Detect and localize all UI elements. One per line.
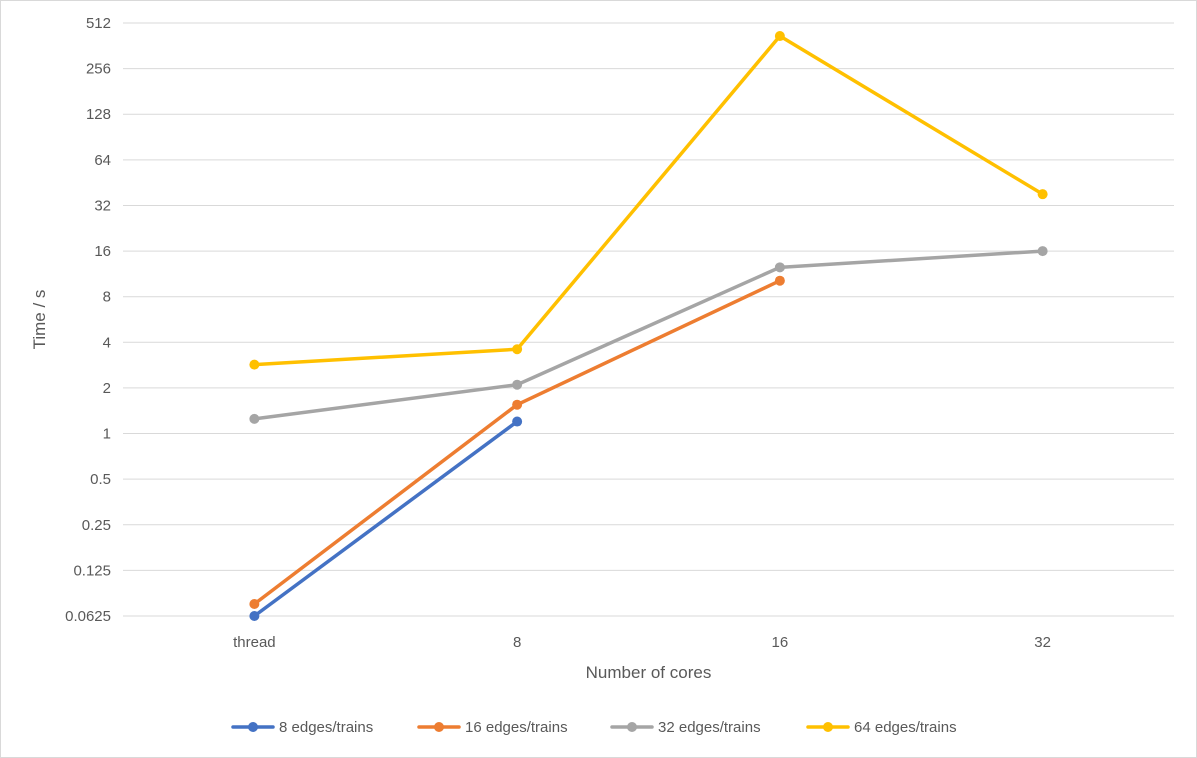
y-tick-label: 64: [94, 152, 111, 169]
x-tick-label: 16: [772, 634, 789, 651]
data-point: [774, 275, 785, 286]
data-point: [249, 359, 260, 370]
y-tick-label: 256: [86, 61, 111, 78]
series-line-1: [252, 419, 519, 618]
y-tick-label: 128: [86, 106, 111, 123]
y-tick-label: 0.25: [82, 517, 111, 534]
y-tick-label: 0.5: [90, 471, 111, 488]
y-tick-label: 512: [86, 15, 111, 32]
y-tick-label: 0.125: [73, 562, 111, 579]
legend-marker: [627, 722, 637, 732]
y-tick-label: 4: [103, 334, 111, 351]
x-axis-title: Number of cores: [586, 663, 712, 682]
legend-marker: [248, 722, 258, 732]
x-tick-label: 32: [1034, 634, 1051, 651]
series-line-3: [252, 249, 1045, 421]
legend-label: 32 edges/trains: [658, 719, 761, 736]
y-tick-label: 8: [103, 289, 111, 306]
y-tick-label: 0.0625: [65, 608, 111, 625]
data-point: [774, 262, 785, 273]
x-tick-label: thread: [233, 634, 276, 651]
data-point: [1037, 246, 1048, 257]
legend-label: 16 edges/trains: [465, 719, 568, 736]
y-tick-label: 32: [94, 197, 111, 214]
data-point: [512, 344, 523, 355]
legend-label: 64 edges/trains: [854, 719, 957, 736]
legend-marker: [823, 722, 833, 732]
data-point: [512, 379, 523, 390]
data-point: [512, 416, 523, 427]
data-point: [1037, 189, 1048, 200]
y-tick-label: 16: [94, 243, 111, 260]
y-axis-title: Time / s: [30, 290, 49, 350]
y-tick-label: 2: [103, 380, 111, 397]
x-tick-label: 8: [513, 634, 521, 651]
data-point: [249, 599, 260, 610]
y-tick-label: 1: [103, 426, 111, 443]
data-point: [512, 399, 523, 410]
series-line-4: [252, 34, 1045, 367]
legend-marker: [434, 722, 444, 732]
data-point: [774, 31, 785, 42]
data-point: [249, 611, 260, 621]
data-point: [249, 413, 260, 424]
legend-label: 8 edges/trains: [279, 719, 373, 736]
